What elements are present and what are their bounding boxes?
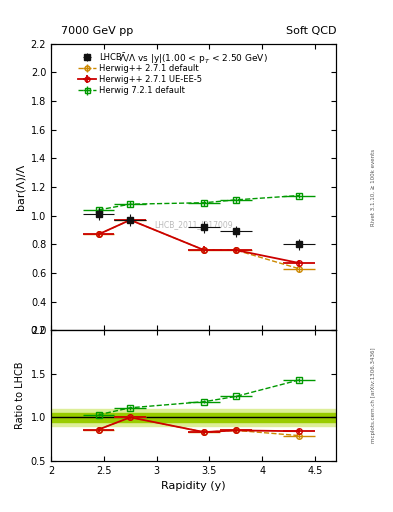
Legend: LHCB, Herwig++ 2.7.1 default, Herwig++ 2.7.1 UE-EE-5, Herwig 7.2.1 default: LHCB, Herwig++ 2.7.1 default, Herwig++ 2… [75, 51, 205, 98]
Text: 7000 GeV pp: 7000 GeV pp [61, 26, 133, 36]
X-axis label: Rapidity (y): Rapidity (y) [161, 481, 226, 491]
Text: $\bar{\Lambda}/\Lambda$ vs |y|(1.00 < p$_T$ < 2.50 GeV): $\bar{\Lambda}/\Lambda$ vs |y|(1.00 < p$… [119, 51, 268, 66]
Text: mcplots.cern.ch [arXiv:1306.3436]: mcplots.cern.ch [arXiv:1306.3436] [371, 348, 376, 443]
Text: LHCB_2011_I917009: LHCB_2011_I917009 [154, 220, 233, 229]
Y-axis label: bar(Λ)/Λ: bar(Λ)/Λ [15, 164, 25, 210]
Text: Rivet 3.1.10, ≥ 100k events: Rivet 3.1.10, ≥ 100k events [371, 148, 376, 225]
Y-axis label: Ratio to LHCB: Ratio to LHCB [15, 362, 25, 430]
Text: Soft QCD: Soft QCD [286, 26, 336, 36]
